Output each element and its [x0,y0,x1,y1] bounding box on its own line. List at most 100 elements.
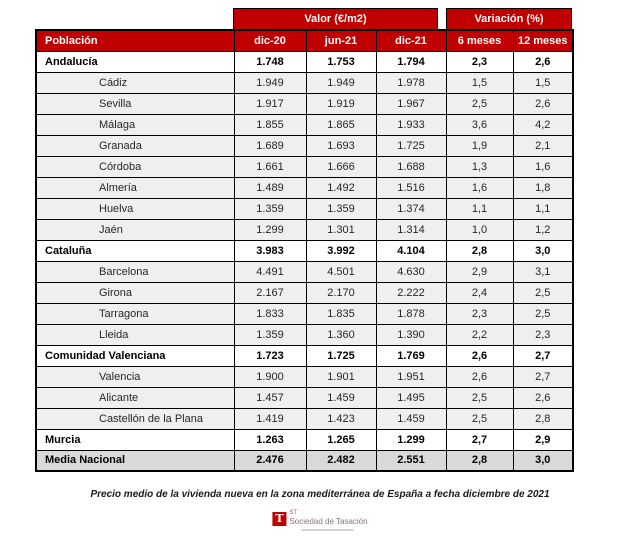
cell-value: 2,4 [445,281,514,304]
cell-value: 2,6 [512,92,574,115]
cell-value: 1,2 [512,218,574,241]
sociedad-de-tasacion-logo: T ST Sociedad de Tasación [272,510,368,531]
group-header-spacer [35,8,233,30]
row-label: Cádiz [35,71,235,94]
table-group-header-row: Valor (€/m2) Variación (%) [35,8,572,30]
table-row: Málaga 1.855 1.865 1.933 3,6 4,2 [35,113,574,136]
column-header-12-meses: 12 meses [512,29,574,52]
row-label: Córdoba [35,155,235,178]
table-row: Tarragona 1.833 1.835 1.878 2,3 2,5 [35,302,574,325]
cell-value: 2.482 [305,449,377,472]
row-label: Murcia [35,428,235,451]
row-label: Comunidad Valenciana [35,344,235,367]
cell-value: 2,8 [445,449,514,472]
cell-value: 1.835 [305,302,377,325]
cell-value: 1.666 [305,155,377,178]
cell-value: 2.551 [375,449,447,472]
row-label: Almería [35,176,235,199]
table-row: Granada 1.689 1.693 1.725 1,9 2,1 [35,134,574,157]
table-row: Alicante 1.457 1.459 1.495 2,5 2,6 [35,386,574,409]
group-header-gap [438,8,446,30]
cell-value: 1.299 [375,428,447,451]
row-label: Media Nacional [35,449,235,472]
table-row: Andalucía 1.748 1.753 1.794 2,3 2,6 [35,50,574,73]
table-row: Castellón de la Plana 1.419 1.423 1.459 2,5 2… [35,407,574,430]
row-label: Girona [35,281,235,304]
cell-value: 1.263 [233,428,307,451]
column-header-jun-21: jun-21 [305,29,377,52]
variacion-group-header: Variación (%) [446,8,572,30]
cell-value: 1.878 [375,302,447,325]
cell-value: 1.833 [233,302,307,325]
cell-value: 1.794 [375,50,447,73]
cell-value: 1.495 [375,386,447,409]
cell-value: 4.630 [375,260,447,283]
cell-value: 1,5 [445,71,514,94]
cell-value: 1.725 [375,134,447,157]
cell-value: 1,8 [512,176,574,199]
cell-value: 2,5 [512,302,574,325]
cell-value: 1.753 [305,50,377,73]
cell-value: 1.360 [305,323,377,346]
logo-text-block: ST Sociedad de Tasación [289,510,368,531]
column-header-poblacion: Población [35,29,235,52]
row-label: Sevilla [35,92,235,115]
column-header-6-meses: 6 meses [445,29,514,52]
cell-value: 1.855 [233,113,307,136]
cell-value: 2,7 [445,428,514,451]
column-header-dic-20: dic-20 [233,29,307,52]
cell-value: 1.933 [375,113,447,136]
cell-value: 1.865 [305,113,377,136]
cell-value: 4,2 [512,113,574,136]
cell-value: 2.170 [305,281,377,304]
table-row: Girona 2.167 2.170 2.222 2,4 2,5 [35,281,574,304]
cell-value: 1,1 [445,197,514,220]
cell-value: 2,5 [445,92,514,115]
cell-value: 1.359 [305,197,377,220]
cell-value: 2.167 [233,281,307,304]
logo-st-text: ST [289,510,298,516]
cell-value: 3,0 [512,449,574,472]
cell-value: 2,5 [445,407,514,430]
cell-value: 2,6 [445,365,514,388]
cell-value: 1.951 [375,365,447,388]
cell-value: 4.104 [375,239,447,262]
cell-value: 1.689 [233,134,307,157]
cell-value: 2.476 [233,449,307,472]
column-header-dic-21: dic-21 [375,29,447,52]
cell-value: 3.992 [305,239,377,262]
cell-value: 1.359 [233,323,307,346]
table-row: Huelva 1.359 1.359 1.374 1,1 1,1 [35,197,574,220]
cell-value: 1.374 [375,197,447,220]
table-row: Lleida 1.359 1.360 1.390 2,2 2,3 [35,323,574,346]
cell-value: 1.359 [233,197,307,220]
cell-value: 2,7 [512,344,574,367]
cell-value: 1.978 [375,71,447,94]
row-label: Cataluña [35,239,235,262]
cell-value: 4.501 [305,260,377,283]
cell-value: 1.723 [233,344,307,367]
cell-value: 2,8 [445,239,514,262]
row-label: Lleida [35,323,235,346]
table-row: Córdoba 1.661 1.666 1.688 1,3 1,6 [35,155,574,178]
cell-value: 1,9 [445,134,514,157]
cell-value: 1.492 [305,176,377,199]
cell-value: 1,1 [512,197,574,220]
cell-value: 2,7 [512,365,574,388]
cell-value: 1.688 [375,155,447,178]
cell-value: 1.949 [233,71,307,94]
cell-value: 1.769 [375,344,447,367]
cell-value: 1.489 [233,176,307,199]
row-label: Valencia [35,365,235,388]
table-caption: Precio medio de la vivienda nueva en la … [90,489,550,500]
cell-value: 2,3 [445,302,514,325]
row-label: Barcelona [35,260,235,283]
price-table-figure: Valor (€/m2) Variación (%) Población dic… [35,8,574,472]
cell-value: 1.967 [375,92,447,115]
logo-name-text: Sociedad de Tasación [289,517,368,526]
cell-value: 1.748 [233,50,307,73]
cell-value: 1.419 [233,407,307,430]
logo-tagline [301,529,354,531]
table-row: Sevilla 1.917 1.919 1.967 2,5 2,6 [35,92,574,115]
cell-value: 2,5 [512,281,574,304]
